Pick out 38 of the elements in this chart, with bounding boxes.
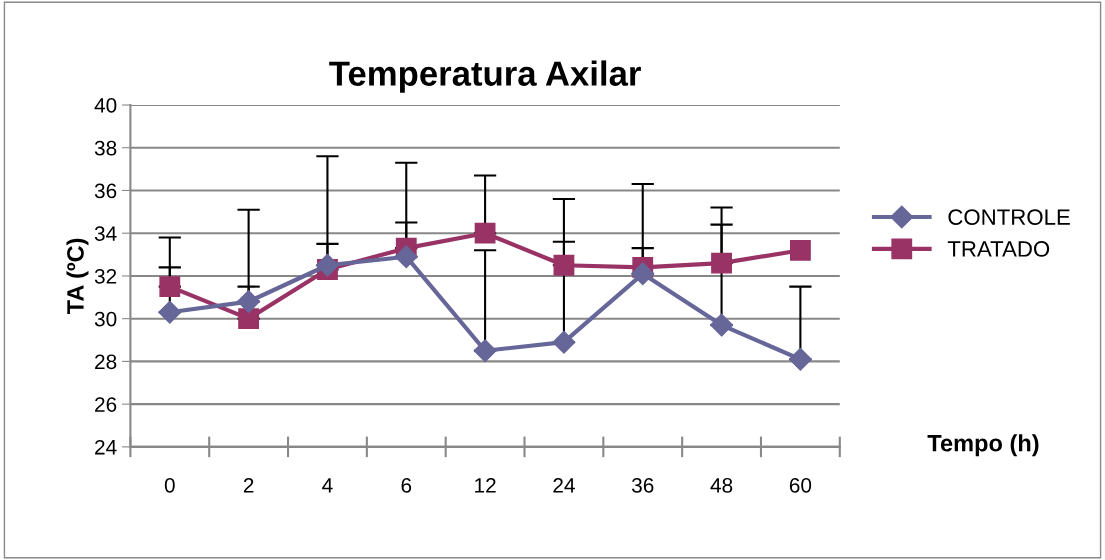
y-tick-label: 28	[95, 354, 117, 370]
point	[789, 239, 811, 261]
chart-title: Temperatura Axilar	[329, 60, 641, 93]
point	[237, 290, 261, 314]
point	[631, 262, 655, 286]
y-tick-label: 34	[94, 226, 117, 241]
y-tick-label: 26	[95, 397, 117, 412]
x-tick-label: 2	[243, 477, 254, 493]
y-tick-label: 38	[94, 140, 117, 156]
point	[473, 339, 497, 363]
x-tick-label: 12	[475, 477, 496, 493]
point	[553, 254, 575, 276]
x-tick-label: 24	[553, 477, 575, 493]
x-tick-label: 48	[710, 477, 733, 493]
point	[315, 253, 339, 277]
y-tick-label: 36	[94, 183, 117, 199]
x-tick-label: 0	[164, 477, 175, 493]
legend-label: TRATADO	[947, 241, 1050, 257]
point	[158, 300, 182, 324]
y-tick-label: 32	[94, 268, 117, 284]
legend-label: CONTROLE	[948, 209, 1070, 225]
point	[159, 276, 181, 298]
x-tick-label: 6	[401, 477, 412, 493]
x-tick-label: 4	[322, 478, 333, 493]
point	[788, 347, 812, 371]
y-tick-label: 30	[94, 311, 117, 327]
point	[711, 252, 732, 274]
point	[474, 222, 496, 244]
x-tick-label: 60	[789, 477, 812, 493]
x-axis-title: Tempo (h)	[927, 434, 1039, 457]
y-axis-title: TA (ºC)	[66, 238, 89, 315]
y-tick-label: 24	[95, 439, 117, 455]
y-tick-label: 40	[94, 98, 117, 113]
point	[710, 313, 734, 337]
point	[552, 330, 576, 354]
point	[394, 245, 418, 269]
point	[238, 308, 260, 330]
x-tick-label: 36	[631, 477, 654, 493]
